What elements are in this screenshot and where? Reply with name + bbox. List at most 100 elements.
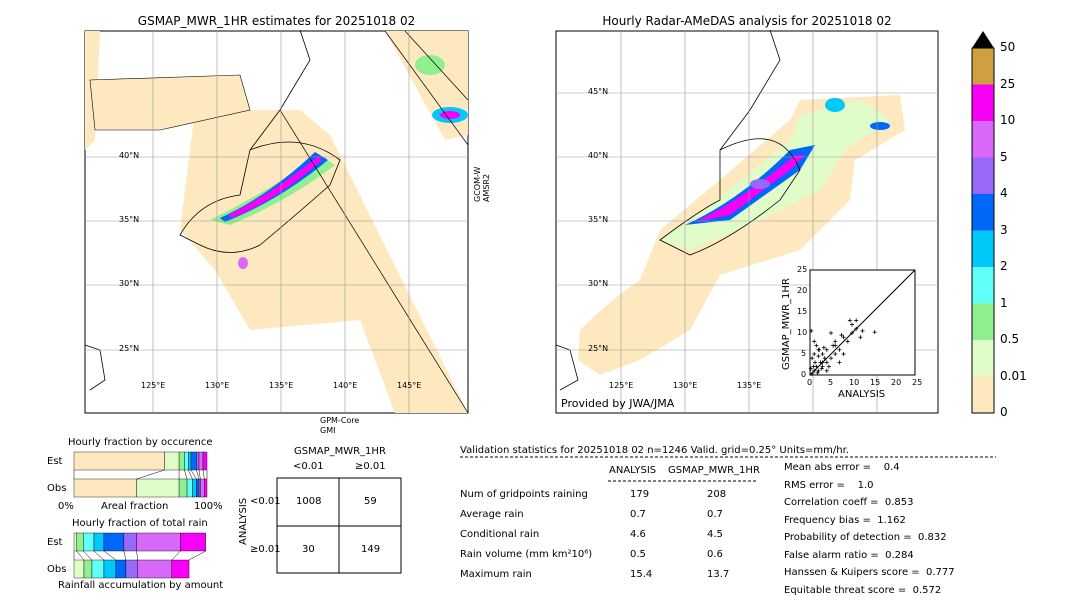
colorbar-tick: 0.01 (1000, 368, 1027, 383)
lat-label: 25°N (119, 344, 140, 353)
lon-label: 145°E (397, 381, 422, 390)
fraction-segment (91, 559, 105, 579)
rain-xlabel: Rainfall accumulation by amount (58, 580, 224, 591)
stats-gsmap-value: 4.5 (707, 529, 723, 540)
cell: 1008 (296, 496, 322, 507)
fraction-segment (180, 532, 206, 552)
scatter-point (824, 347, 829, 352)
fraction-segment (73, 451, 165, 471)
scatter-xtick: 10 (849, 378, 860, 387)
lat-label: 45°N (588, 87, 609, 96)
scatter-point (858, 335, 863, 340)
colorbar-tick: 0.5 (1000, 332, 1020, 346)
scatter-point (810, 356, 815, 361)
lon-label: 140°E (333, 381, 358, 390)
stats-row-label: Average rain (460, 509, 524, 520)
fraction-segment (73, 532, 77, 552)
lat-label: 25°N (588, 344, 609, 353)
stats-header: Validation statistics for 20251018 02 n=… (460, 445, 849, 456)
fraction-segment (190, 451, 197, 471)
colorbar-segment (972, 267, 994, 304)
col-header: <0.01 (293, 461, 324, 472)
scatter-point (841, 352, 846, 356)
colorbar-tick: 2 (1000, 259, 1008, 273)
scatter-xtick: 25 (912, 378, 923, 387)
scatter-point (812, 339, 817, 344)
scatter-point (812, 368, 817, 373)
scatter-point (854, 318, 859, 323)
fraction-segment (204, 478, 208, 498)
scatter-point (821, 345, 826, 350)
score-line: False alarm ratio = 0.284 (784, 549, 914, 561)
colorbar-tick: 4 (1000, 186, 1008, 200)
lon-label: 130°E (673, 381, 698, 390)
obs-label: Obs (47, 483, 67, 494)
scatter-ytick: 5 (801, 349, 807, 358)
colorbar-segment (972, 84, 994, 121)
scatter-xtick: 5 (828, 378, 834, 387)
scatter-point (831, 343, 836, 348)
fraction-segment (73, 478, 137, 498)
occurrence-title: Hourly fraction by occurence (68, 437, 213, 448)
fraction-segment (178, 478, 188, 498)
fraction-segment (178, 451, 185, 471)
colorbar-segment (972, 194, 994, 231)
tick-100: 100% (194, 501, 223, 512)
score-line: Mean abs error = 0.4 (784, 462, 900, 473)
colorbar-tick: 3 (1000, 222, 1008, 237)
scatter-ytick: 0 (801, 370, 807, 379)
scatter-point (814, 343, 819, 348)
scatter-point (815, 370, 820, 375)
colorbar (971, 31, 995, 414)
fraction-segment (103, 532, 125, 552)
row-header: <0.01 (250, 496, 281, 507)
lat-label: 30°N (588, 279, 609, 288)
tick-0: 0% (58, 501, 74, 512)
scatter-point (810, 371, 815, 376)
fraction-segment (196, 478, 200, 498)
stats-analysis-value: 15.4 (630, 569, 653, 580)
fraction-segment (164, 451, 180, 471)
cell: 30 (302, 544, 315, 555)
colorbar-segment (972, 121, 994, 158)
score-line: Correlation coeff = 0.853 (784, 497, 914, 508)
stats-row-label: Rain volume (mm km²10⁶) (460, 549, 593, 560)
fraction-segment (188, 451, 192, 471)
fraction-segment (198, 451, 204, 471)
fraction-segment (200, 478, 205, 498)
scatter-xtick: 0 (807, 378, 813, 387)
fraction-segment (76, 532, 84, 552)
credit: Provided by JWA/JMA (561, 397, 675, 410)
fraction-segment (202, 451, 208, 471)
left-map (84, 29, 469, 414)
colorbar-tick: 50 (1000, 40, 1016, 54)
swath-label: AMSR2 (482, 173, 491, 202)
scatter-point (847, 318, 852, 323)
stats-row-label: Num of gridpoints raining (460, 489, 588, 500)
lon-label: 135°E (269, 381, 294, 390)
scatter-point (817, 347, 822, 352)
scatter-point (833, 352, 838, 356)
scatter-point (839, 333, 844, 338)
scatter-point (826, 364, 831, 369)
scatter-point (850, 322, 854, 327)
scatter-point (837, 360, 842, 365)
scatter-ytick: 20 (797, 286, 808, 295)
est-label: Est (47, 456, 63, 467)
scatter-point (824, 360, 829, 365)
swath-label: GCOM-W (473, 166, 482, 202)
lat-label: 40°N (588, 151, 609, 160)
colorbar-tick: 0 (1000, 405, 1008, 419)
scatter-xtick: 20 (891, 378, 902, 387)
cell: 149 (361, 544, 381, 555)
scatter-point (820, 364, 825, 369)
stats-col: GSMAP_MWR_1HR (668, 465, 760, 476)
swath-label: GMI (320, 426, 336, 435)
fraction-segment (123, 532, 137, 552)
scatter-point (822, 356, 827, 361)
obs-label: Obs (47, 564, 67, 575)
est-label: Est (47, 537, 63, 548)
stats-col: ANALYSIS (609, 465, 657, 476)
scatter-point (854, 326, 859, 331)
